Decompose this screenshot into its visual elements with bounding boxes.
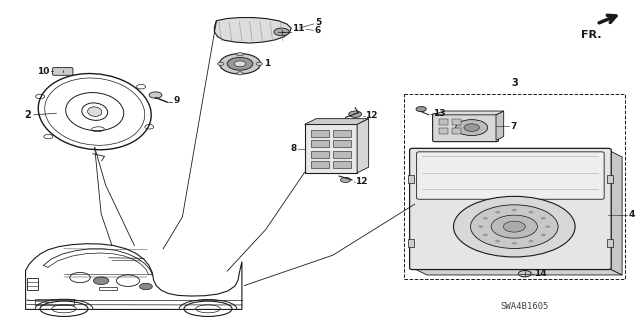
Text: 14: 14 xyxy=(534,269,547,278)
Bar xyxy=(439,128,448,134)
Circle shape xyxy=(518,271,531,277)
Circle shape xyxy=(478,225,483,228)
Bar xyxy=(311,130,329,137)
Text: FR.: FR. xyxy=(581,30,602,40)
Circle shape xyxy=(220,54,260,74)
FancyBboxPatch shape xyxy=(410,148,611,270)
Text: 4: 4 xyxy=(628,210,635,219)
Circle shape xyxy=(512,209,517,211)
Text: 12: 12 xyxy=(355,177,368,186)
Circle shape xyxy=(529,240,534,242)
Circle shape xyxy=(483,217,488,219)
Circle shape xyxy=(454,196,575,257)
Circle shape xyxy=(349,111,362,117)
Circle shape xyxy=(456,120,488,136)
FancyBboxPatch shape xyxy=(417,152,604,199)
FancyBboxPatch shape xyxy=(433,114,499,142)
Circle shape xyxy=(512,242,517,245)
Bar xyxy=(607,239,613,247)
Text: 3: 3 xyxy=(511,78,518,88)
Circle shape xyxy=(495,211,500,213)
Polygon shape xyxy=(305,119,369,124)
Circle shape xyxy=(541,234,546,236)
Text: 7: 7 xyxy=(510,122,516,131)
Bar xyxy=(607,175,613,183)
Circle shape xyxy=(495,240,500,242)
Bar xyxy=(333,140,351,147)
Polygon shape xyxy=(435,111,504,115)
Circle shape xyxy=(237,53,243,56)
Bar xyxy=(452,128,461,134)
Circle shape xyxy=(93,277,109,285)
Circle shape xyxy=(529,211,534,213)
Circle shape xyxy=(483,234,488,236)
Text: SWA4B1605: SWA4B1605 xyxy=(500,302,549,311)
Circle shape xyxy=(470,205,558,249)
Polygon shape xyxy=(413,268,622,275)
Text: 6: 6 xyxy=(315,26,321,35)
Bar xyxy=(404,94,625,279)
Bar xyxy=(311,161,329,168)
Text: 2: 2 xyxy=(24,110,31,120)
Text: 1: 1 xyxy=(264,59,271,68)
Polygon shape xyxy=(357,119,369,173)
Circle shape xyxy=(274,28,289,36)
Circle shape xyxy=(227,57,253,70)
Circle shape xyxy=(140,283,152,290)
Bar xyxy=(99,287,117,290)
Bar xyxy=(452,119,461,125)
Circle shape xyxy=(416,107,426,112)
Circle shape xyxy=(149,92,162,98)
Circle shape xyxy=(545,225,550,228)
FancyBboxPatch shape xyxy=(52,68,73,75)
Bar xyxy=(408,239,414,247)
Circle shape xyxy=(503,221,525,232)
Text: 10: 10 xyxy=(37,67,49,76)
Circle shape xyxy=(234,61,246,67)
Bar xyxy=(333,151,351,158)
Circle shape xyxy=(237,72,243,75)
Circle shape xyxy=(218,62,224,65)
Bar xyxy=(27,278,38,290)
Circle shape xyxy=(340,177,351,182)
Circle shape xyxy=(541,217,546,219)
Text: 12: 12 xyxy=(365,111,378,120)
Bar xyxy=(311,151,329,158)
Polygon shape xyxy=(214,18,291,43)
Text: 5: 5 xyxy=(315,19,321,27)
Bar xyxy=(439,119,448,125)
Polygon shape xyxy=(608,150,622,275)
Text: 13: 13 xyxy=(433,109,445,118)
Text: 11: 11 xyxy=(292,24,305,33)
Bar xyxy=(311,140,329,147)
Bar xyxy=(408,175,414,183)
Text: 8: 8 xyxy=(291,144,297,153)
Circle shape xyxy=(256,62,262,65)
Bar xyxy=(333,161,351,168)
Polygon shape xyxy=(496,111,504,140)
Circle shape xyxy=(492,215,538,238)
Bar xyxy=(35,299,74,305)
Ellipse shape xyxy=(88,107,102,116)
Text: 9: 9 xyxy=(173,96,180,105)
Bar xyxy=(305,124,357,173)
Bar xyxy=(333,130,351,137)
Circle shape xyxy=(464,124,479,131)
